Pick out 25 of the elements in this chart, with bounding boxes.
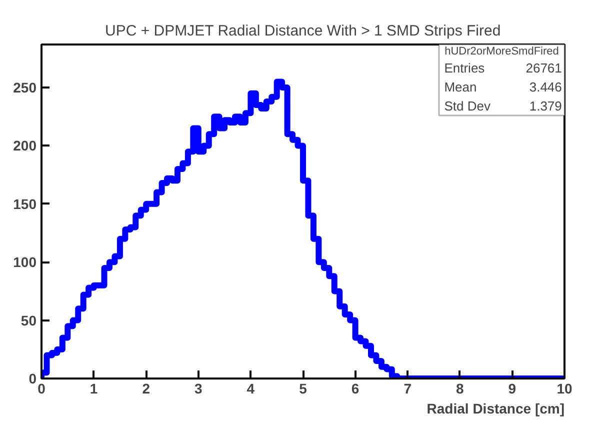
x-tick-label: 5 — [299, 380, 308, 396]
annotation: 3.446 — [529, 79, 562, 94]
annotation: 26761 — [526, 60, 562, 76]
chart-title: UPC + DPMJET Radial Distance With > 1 SMD Strips Fired — [105, 22, 501, 40]
x-tick-label: 8 — [456, 380, 464, 396]
annotation: 1.379 — [529, 98, 562, 114]
x-tick-label: 9 — [508, 380, 516, 396]
annotation: Mean — [444, 79, 477, 94]
x-tick-label: 4 — [246, 380, 255, 396]
x-tick-label: 6 — [351, 380, 360, 396]
y-tick-label: 50 — [20, 312, 37, 328]
y-tick-label: 200 — [13, 138, 37, 154]
y-tick-label: 250 — [13, 80, 37, 96]
x-tick-label: 1 — [90, 380, 98, 396]
x-tick-label: 7 — [404, 380, 412, 396]
annotation: hUDr2orMoreSmdFired — [444, 46, 559, 58]
y-tick-label: 100 — [13, 254, 37, 270]
y-tick-label: 0 — [28, 370, 37, 386]
annotation: Entries — [444, 60, 486, 76]
annotation: Std Dev — [444, 98, 491, 114]
y-tick-label: 150 — [13, 196, 37, 212]
x-tick-label: 3 — [194, 380, 203, 396]
x-tick-label: 2 — [142, 380, 150, 396]
x-tick-label: 10 — [556, 380, 572, 396]
x-axis-title: Radial Distance [cm] — [426, 400, 565, 416]
